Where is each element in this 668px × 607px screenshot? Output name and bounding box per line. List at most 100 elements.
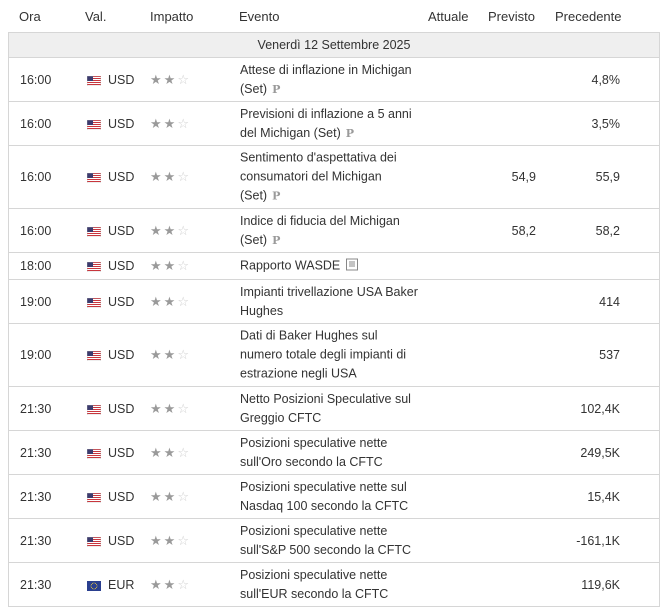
event-name[interactable]: Posizioni speculative nette sull'S&P 500… — [240, 523, 411, 557]
date-separator: Venerdì 12 Settembre 2025 — [8, 33, 660, 58]
table-row[interactable]: 21:30 USD ★★☆ Posizioni speculative nette s… — [8, 519, 660, 563]
event-time: 21:30 — [20, 533, 52, 548]
table-row[interactable]: 16:00 USD ★★☆ Indice di fiducia del Michiga… — [8, 209, 660, 253]
impact-rating: ★★☆ — [150, 489, 191, 505]
impact-star-filled-icon: ★★ — [150, 169, 178, 184]
event-time: 16:00 — [20, 170, 52, 184]
event-title[interactable]: Posizioni speculative nette sull'Oro sec… — [240, 434, 420, 472]
event-title[interactable]: Rapporto WASDE — [240, 257, 420, 276]
impact-star-empty-icon: ☆ — [177, 488, 191, 504]
impact-star-empty-icon: ☆ — [177, 169, 191, 184]
event-title[interactable]: Posizioni speculative nette sul Nasdaq 1… — [240, 478, 420, 516]
impact-star-filled-icon: ★★ — [150, 400, 178, 416]
event-title[interactable]: Impianti trivellazione USA Baker Hughes — [240, 283, 420, 321]
event-forecast: 54,9 — [511, 170, 536, 184]
impact-star-empty-icon: ☆ — [177, 115, 191, 131]
event-name[interactable]: Posizioni speculative nette sul Nasdaq 1… — [240, 479, 409, 513]
event-title[interactable]: Dati di Baker Hughes sul numero totale d… — [240, 327, 420, 384]
event-title[interactable]: Attese di inflazione in Michigan (Set) P — [240, 61, 420, 99]
header-impact[interactable]: Impatto — [150, 9, 194, 24]
event-title[interactable]: Sentimento d'aspettativa dei consumatori… — [240, 149, 420, 206]
preliminary-icon: P — [272, 189, 281, 203]
event-previous: 55,9 — [595, 170, 620, 184]
table-row[interactable]: 16:00 USD ★★☆ Sentimento d'aspettativa dei … — [8, 146, 660, 209]
impact-rating: ★★☆ — [150, 72, 191, 88]
event-name[interactable]: Sentimento d'aspettativa dei consumatori… — [240, 150, 397, 203]
impact-rating: ★★☆ — [150, 223, 191, 239]
table-row[interactable]: 19:00 USD ★★☆ Impianti trivellazione USA Ba… — [8, 280, 660, 324]
impact-star-filled-icon: ★★ — [150, 444, 178, 460]
us-flag-icon — [86, 448, 102, 459]
impact-star-empty-icon: ☆ — [177, 71, 191, 87]
impact-rating: ★★☆ — [150, 445, 191, 461]
table-row[interactable]: 21:30 USD ★★☆ Netto Posizioni Speculative s… — [8, 387, 660, 431]
impact-star-empty-icon: ☆ — [177, 532, 191, 548]
table-row[interactable]: 21:30 USD ★★☆ Posizioni speculative nette s… — [8, 475, 660, 519]
event-name[interactable]: Dati di Baker Hughes sul numero totale d… — [240, 328, 407, 381]
table-row[interactable]: 21:30 EUR ★★☆ Posizioni speculative nette s… — [8, 563, 660, 607]
header-time[interactable]: Ora — [19, 9, 41, 24]
event-name[interactable]: Indice di fiducia del Michigan (Set) — [240, 213, 400, 247]
impact-star-empty-icon: ☆ — [177, 293, 191, 309]
us-flag-icon — [86, 350, 102, 362]
event-name[interactable]: Netto Posizioni Speculative sul Greggio … — [240, 391, 411, 425]
us-flag-icon — [86, 297, 102, 308]
impact-star-filled-icon: ★★ — [150, 258, 178, 273]
table-row[interactable]: 19:00 USD ★★☆ Dati di Baker Hughes sul nume… — [8, 324, 660, 387]
event-title[interactable]: Posizioni speculative nette sull'EUR sec… — [240, 566, 420, 604]
event-previous: 102,4K — [580, 401, 620, 416]
preliminary-icon: P — [272, 233, 281, 247]
event-name[interactable]: Rapporto WASDE — [240, 258, 341, 273]
event-name[interactable]: Previsioni di inflazione a 5 anni del Mi… — [240, 106, 412, 140]
event-name[interactable]: Posizioni speculative nette sull'EUR sec… — [240, 567, 389, 601]
impact-rating: ★★☆ — [150, 169, 191, 185]
event-previous: 537 — [599, 348, 620, 362]
event-currency: USD — [108, 170, 135, 184]
impact-rating: ★★☆ — [150, 258, 191, 274]
event-currency: USD — [108, 223, 135, 238]
event-title[interactable]: Previsioni di inflazione a 5 anni del Mi… — [240, 105, 420, 143]
table-row[interactable]: 16:00 USD ★★☆ Attese di inflazione in Michi… — [8, 58, 660, 102]
impact-star-filled-icon: ★★ — [150, 488, 178, 504]
impact-star-filled-icon: ★★ — [150, 347, 178, 362]
report-document-icon[interactable] — [346, 258, 359, 271]
impact-star-empty-icon: ☆ — [177, 347, 191, 362]
event-name[interactable]: Attese di inflazione in Michigan (Set) — [240, 62, 412, 96]
event-previous: 4,8% — [591, 72, 621, 87]
event-title[interactable]: Posizioni speculative nette sull'S&P 500… — [240, 522, 420, 560]
header-currency[interactable]: Val. — [85, 9, 107, 24]
impact-star-empty-icon: ☆ — [177, 444, 191, 460]
table-row[interactable]: 21:30 USD ★★☆ Posizioni speculative nette s… — [8, 431, 660, 475]
impact-rating: ★★☆ — [150, 116, 191, 132]
event-list: 16:00 USD ★★☆ Attese di inflazione in Michi… — [8, 58, 660, 607]
event-name[interactable]: Impianti trivellazione USA Baker Hughes — [240, 284, 418, 318]
event-currency: EUR — [108, 577, 135, 592]
event-currency: USD — [108, 401, 135, 416]
impact-rating: ★★☆ — [150, 347, 191, 363]
impact-star-filled-icon: ★★ — [150, 532, 178, 548]
table-row[interactable]: 16:00 USD ★★☆ Previsioni di inflazione a 5 … — [8, 102, 660, 146]
impact-star-filled-icon: ★★ — [150, 576, 178, 592]
event-time: 21:30 — [20, 401, 52, 416]
header-forecast[interactable]: Previsto — [488, 9, 535, 24]
us-flag-icon — [86, 172, 102, 184]
economic-calendar: Ora Val. Impatto Evento Attuale Previsto… — [8, 0, 660, 607]
event-forecast: 58,2 — [511, 223, 536, 238]
event-currency: USD — [108, 116, 135, 131]
table-row[interactable]: 18:00 USD ★★☆ Rapporto WASDE — [8, 253, 660, 280]
event-title[interactable]: Indice di fiducia del Michigan (Set) P — [240, 212, 420, 250]
us-flag-icon — [86, 226, 102, 237]
event-previous: 414 — [599, 294, 620, 309]
header-actual[interactable]: Attuale — [428, 9, 469, 24]
header-event[interactable]: Evento — [239, 9, 280, 24]
event-name[interactable]: Posizioni speculative nette sull'Oro sec… — [240, 435, 388, 469]
event-time: 21:30 — [20, 445, 52, 460]
impact-star-empty-icon: ☆ — [177, 258, 191, 273]
event-title[interactable]: Netto Posizioni Speculative sul Greggio … — [240, 390, 420, 428]
event-time: 18:00 — [20, 259, 52, 273]
impact-star-filled-icon: ★★ — [150, 115, 178, 131]
event-previous: 119,6K — [581, 577, 620, 592]
event-previous: 15,4K — [587, 489, 620, 504]
event-previous: 58,2 — [595, 223, 620, 238]
header-previous[interactable]: Precedente — [555, 9, 622, 24]
